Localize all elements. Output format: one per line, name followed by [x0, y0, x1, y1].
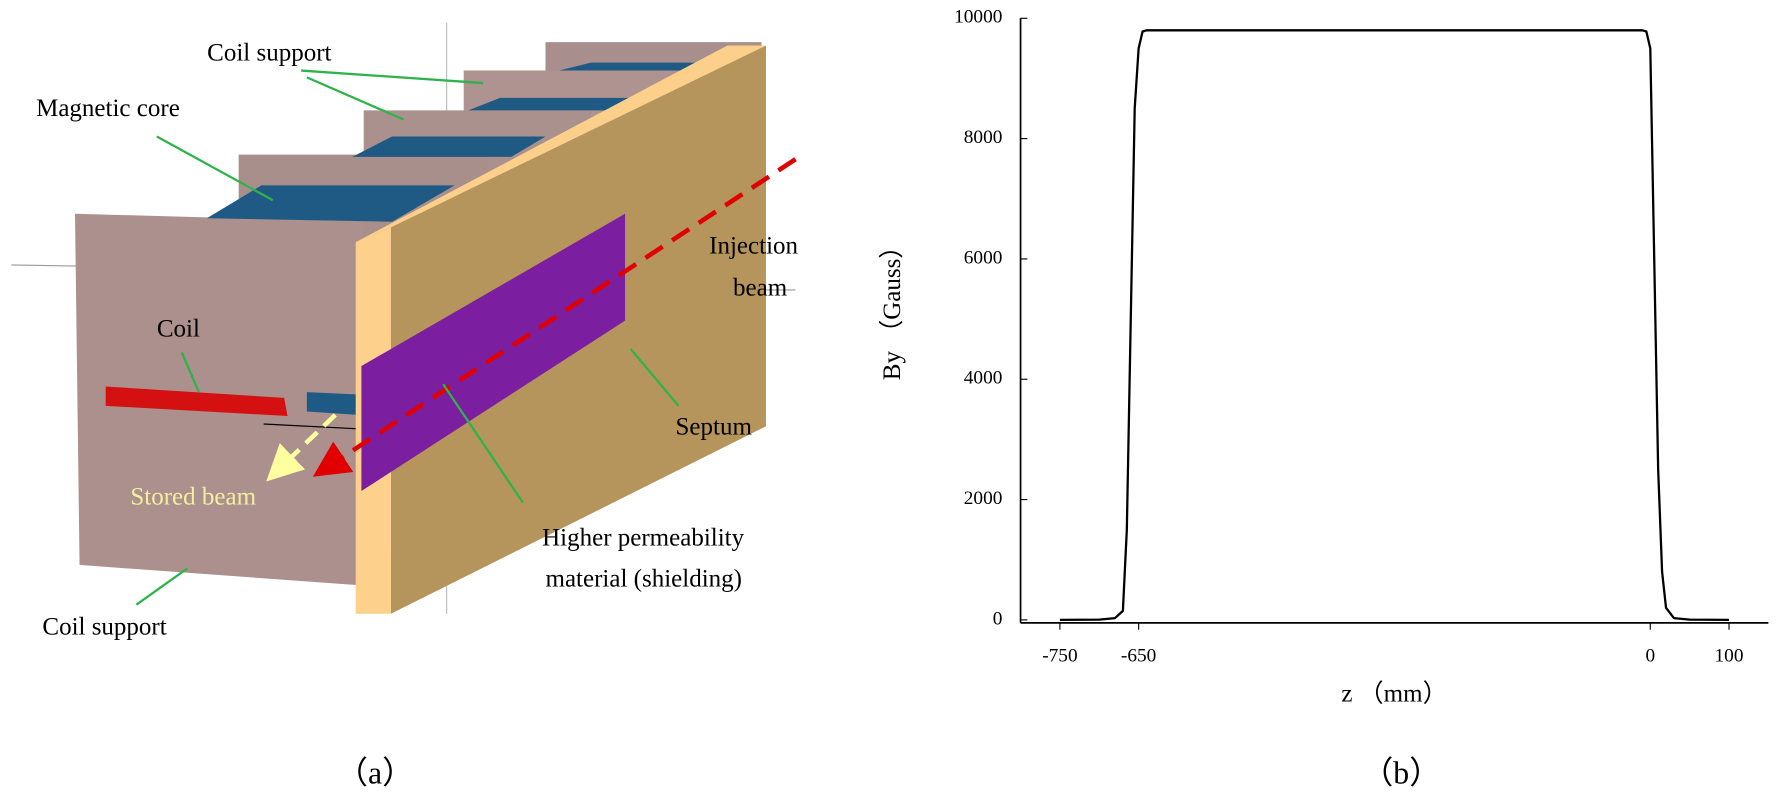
diagram: Coil support Magnetic core Coil Stored b… — [11, 22, 799, 640]
y-tick-label: 2000 — [964, 488, 1003, 509]
leader-line — [156, 135, 274, 202]
y-tick-label: 6000 — [964, 247, 1003, 268]
caption: （b） — [1362, 756, 1442, 791]
leader-line — [135, 567, 189, 606]
y-tick-label: 0 — [993, 608, 1003, 629]
x-tick-label: -650 — [1121, 645, 1156, 666]
shielding — [361, 213, 626, 492]
label: Magnetic core — [36, 95, 180, 122]
y-tick-label: 8000 — [964, 127, 1003, 148]
coil — [105, 386, 288, 417]
label: Coil support — [42, 613, 166, 640]
label: Coil support — [207, 39, 331, 66]
septum-top — [355, 45, 766, 243]
label: Stored beam — [130, 484, 256, 511]
x-tick-label: 0 — [1645, 645, 1655, 666]
y-axis-label: By （Gauss） — [878, 234, 906, 381]
leader-line — [180, 351, 200, 393]
leader-line — [306, 76, 404, 121]
magnetic-core — [468, 97, 637, 111]
label: Higher permeability — [542, 525, 745, 552]
data-line — [1059, 29, 1730, 622]
label: material (shielding) — [546, 566, 742, 593]
label: Septum — [676, 413, 753, 440]
leader-line — [629, 348, 680, 407]
label: Injection — [709, 233, 798, 260]
x-axis-label: z （mm） — [1341, 679, 1447, 707]
caption: （a） — [336, 756, 414, 791]
label: beam — [733, 275, 788, 302]
y-tick-label: 10000 — [954, 7, 1002, 28]
coil — [306, 392, 358, 415]
x-tick-label: -750 — [1042, 645, 1077, 666]
magnetic-core — [559, 62, 705, 71]
label: Coil — [157, 316, 200, 343]
magnetic-core — [206, 185, 455, 222]
x-tick-label: 100 — [1715, 645, 1744, 666]
leader-line — [301, 69, 484, 85]
magnetic-core — [352, 136, 546, 157]
leader-line — [442, 383, 524, 504]
y-tick-label: 4000 — [964, 368, 1003, 389]
stored-beam-arrow — [266, 413, 337, 482]
